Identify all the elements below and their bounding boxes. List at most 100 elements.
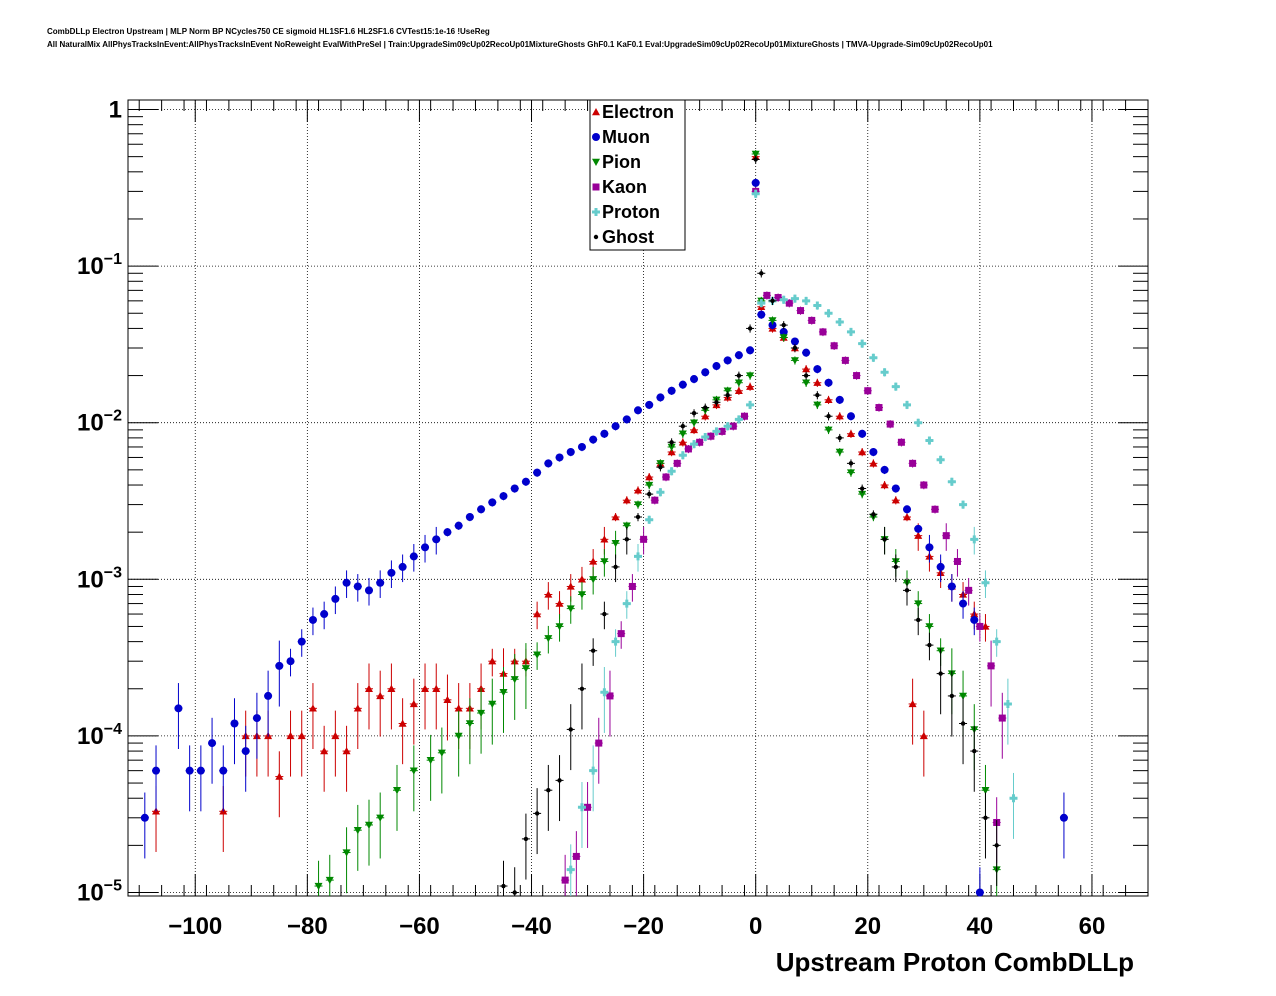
data-point <box>925 623 934 631</box>
data-point <box>916 617 921 623</box>
data-point <box>931 505 939 513</box>
data-point <box>634 552 642 561</box>
data-point <box>734 386 743 394</box>
data-point <box>759 271 764 276</box>
data-point <box>994 843 999 848</box>
data-point <box>611 540 620 548</box>
legend-marker-electron <box>592 108 600 116</box>
data-point <box>903 505 912 514</box>
data-point <box>499 492 508 501</box>
data-point <box>600 558 609 566</box>
y-tick-label: 10−5 <box>77 878 122 907</box>
data-point <box>846 327 855 336</box>
data-point <box>808 316 816 324</box>
data-point <box>376 691 385 700</box>
y-tick-label: 10−3 <box>77 564 122 593</box>
data-point <box>600 535 609 543</box>
data-point <box>975 888 984 897</box>
data-point <box>802 379 811 387</box>
data-point <box>869 448 878 457</box>
data-point <box>140 813 149 822</box>
data-point <box>886 420 894 428</box>
data-point <box>297 637 306 646</box>
data-point <box>740 412 748 420</box>
data-point <box>342 578 351 587</box>
data-point <box>938 671 943 676</box>
x-tick-label: −40 <box>511 913 552 940</box>
data-point <box>869 353 878 362</box>
data-point <box>533 651 542 659</box>
data-point <box>751 189 760 198</box>
data-point <box>790 337 799 346</box>
data-point <box>454 704 463 712</box>
data-point <box>880 368 889 377</box>
data-point <box>611 422 620 431</box>
data-point <box>925 543 934 552</box>
data-point <box>768 321 777 330</box>
data-point <box>589 557 598 565</box>
data-point <box>753 157 758 162</box>
data-point <box>691 411 697 416</box>
data-point <box>981 578 990 587</box>
data-point <box>841 356 849 364</box>
data-point <box>667 443 676 451</box>
data-point <box>891 484 900 493</box>
x-tick-label: −80 <box>287 913 328 940</box>
legend-marker-muon <box>592 133 600 141</box>
data-point <box>590 648 596 653</box>
data-point <box>813 301 822 310</box>
data-point <box>387 568 396 577</box>
data-point <box>488 657 497 665</box>
data-point <box>936 562 945 571</box>
data-point <box>846 429 855 437</box>
data-point <box>432 535 441 544</box>
data-point <box>364 586 373 595</box>
data-point <box>521 665 530 673</box>
data-point <box>510 484 519 493</box>
data-point <box>835 395 844 404</box>
data-point <box>959 500 968 509</box>
data-point <box>546 788 551 793</box>
data-point <box>512 890 517 895</box>
data-point <box>409 767 418 775</box>
data-point <box>970 615 979 624</box>
data-point <box>219 766 228 775</box>
y-tick-label: 10−1 <box>77 251 122 280</box>
data-point <box>981 787 990 795</box>
data-point <box>983 815 988 820</box>
data-point <box>725 392 730 398</box>
x-tick-label: 60 <box>1079 913 1106 940</box>
series-kaon <box>561 187 1007 896</box>
data-point <box>647 491 652 497</box>
data-point <box>286 657 295 666</box>
data-point <box>718 427 726 435</box>
data-point <box>634 406 642 415</box>
legend-box <box>589 99 686 251</box>
x-tick-label: −20 <box>623 913 664 940</box>
data-point <box>815 392 820 398</box>
data-point <box>572 852 580 860</box>
data-point <box>953 557 961 565</box>
data-point <box>880 465 889 474</box>
data-point <box>714 400 719 405</box>
data-point <box>751 150 760 158</box>
data-point <box>421 543 430 552</box>
data-point <box>658 464 663 470</box>
data-point <box>707 432 715 440</box>
legend-label-proton: Proton <box>602 202 660 222</box>
data-point <box>960 721 966 726</box>
data-point <box>919 731 928 740</box>
data-point <box>903 512 912 521</box>
data-point <box>640 535 648 543</box>
data-point <box>174 704 183 713</box>
data-point <box>684 445 692 453</box>
data-point <box>501 883 506 889</box>
data-point <box>622 415 631 424</box>
data-point <box>813 365 822 374</box>
data-point <box>533 468 542 477</box>
grid-lines <box>128 100 1148 896</box>
data-point <box>965 586 973 594</box>
data-point <box>230 719 239 728</box>
data-point <box>734 379 743 387</box>
data-point <box>914 600 923 608</box>
